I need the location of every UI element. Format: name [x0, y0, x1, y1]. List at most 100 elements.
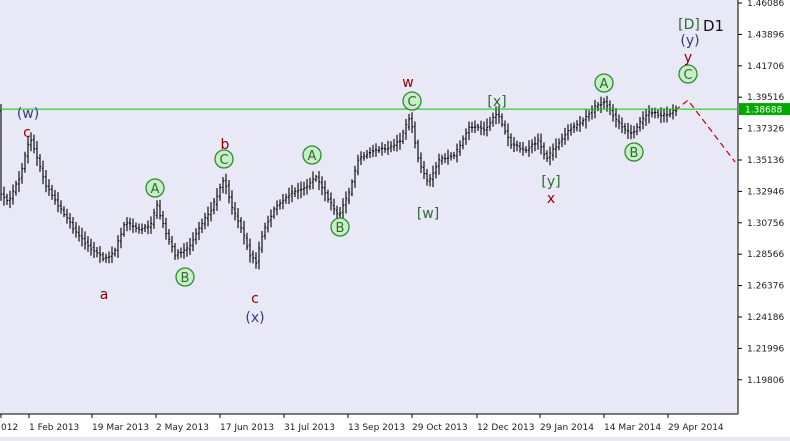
- ohlc-bar: [626, 122, 630, 139]
- ohlc-bar: [629, 124, 633, 140]
- ohlc-bar: [530, 139, 534, 154]
- wave-label: a: [100, 287, 109, 303]
- wave-label: B: [624, 142, 644, 162]
- ohlc-bar: [425, 169, 429, 186]
- wave-label-text: b: [221, 137, 230, 153]
- ohlc-bar: [0, 104, 3, 201]
- ohlc-bar: [269, 209, 273, 228]
- ohlc-bar: [284, 193, 288, 204]
- ohlc-bar: [500, 113, 504, 128]
- x-tick-label: 29 Apr 2014: [668, 423, 724, 433]
- ohlc-bar: [44, 169, 48, 193]
- ohlc-bar: [620, 117, 624, 134]
- ohlc-bar: [239, 217, 243, 233]
- ohlc-bar: [503, 120, 507, 135]
- wave-circle: [624, 142, 644, 162]
- ohlc-bar: [542, 142, 546, 160]
- ohlc-bar: [356, 154, 360, 176]
- x-tick-label: 2 May 2013: [156, 423, 209, 433]
- ohlc-bar: [365, 149, 369, 159]
- wave-circle: [678, 64, 698, 84]
- ohlc-bar: [575, 120, 579, 132]
- wave-label-text: [x]: [487, 94, 506, 110]
- ohlc-bar: [311, 171, 315, 190]
- ohlc-bar: [656, 109, 660, 119]
- ohlc-bar: [185, 241, 189, 257]
- ohlc-bar: [212, 197, 216, 215]
- ohlc-bar: [539, 133, 543, 155]
- y-tick-label: 1.32946: [747, 187, 784, 197]
- ohlc-bar: [122, 221, 126, 237]
- ohlc-bar: [275, 200, 279, 216]
- ohlc-bar: [395, 134, 399, 152]
- plot-area: [0, 0, 738, 414]
- wave-label: [y]: [541, 174, 560, 190]
- ohlc-bar: [38, 154, 42, 172]
- wave-label-text: x: [547, 191, 555, 207]
- wave-label-text: B: [336, 221, 345, 236]
- ohlc-bar: [287, 187, 291, 205]
- ohlc-bar: [524, 146, 528, 153]
- ohlc-bar: [584, 109, 588, 129]
- ohlc-bar: [203, 212, 207, 230]
- ohlc-bar: [383, 143, 387, 153]
- ohlc-bar: [92, 241, 96, 258]
- ohlc-bar: [386, 140, 390, 155]
- ohlc-bar: [128, 217, 132, 231]
- ohlc-bar: [533, 136, 537, 152]
- ohlc-bar: [341, 198, 345, 220]
- ohlc-bar: [230, 190, 234, 215]
- ohlc-bar: [257, 241, 261, 270]
- wave-circle: [175, 267, 195, 287]
- ohlc-bar: [266, 215, 270, 233]
- ohlc-bar: [68, 213, 72, 229]
- ohlc-bar: [305, 178, 309, 195]
- ohlc-bar: [215, 188, 219, 211]
- ohlc-bar: [392, 138, 396, 151]
- ohlc-bar: [14, 180, 18, 196]
- price-label-box: [739, 103, 790, 116]
- ohlc-bar: [110, 246, 114, 263]
- wave-label-text: B: [630, 146, 639, 161]
- ohlc-bar: [65, 208, 69, 224]
- ohlc-bar: [581, 117, 585, 127]
- current-price-line: 1.38688: [0, 103, 790, 116]
- x-tick-label: 012: [1, 423, 18, 433]
- ohlc-bar: [254, 252, 258, 269]
- ohlc-bar: [143, 223, 147, 233]
- ohlc-bar: [260, 231, 264, 254]
- ohlc-bar: [350, 179, 354, 197]
- wave-label: [x]: [487, 94, 506, 110]
- ohlc-bar: [464, 128, 468, 145]
- wave-label-text: w: [402, 75, 413, 91]
- ohlc-bar: [455, 143, 459, 163]
- wave-label: B: [330, 217, 350, 237]
- wave-circle: [214, 149, 234, 169]
- ohlc-bar: [191, 232, 195, 252]
- forecast-path: [674, 99, 736, 163]
- ohlc-bar: [20, 162, 24, 184]
- ohlc-bar: [293, 187, 297, 197]
- wave-label-text: A: [308, 149, 317, 164]
- ohlc-bar: [83, 231, 87, 250]
- ohlc-bar: [314, 174, 318, 182]
- ohlc-bar: [224, 173, 228, 195]
- ohlc-bar: [518, 142, 522, 153]
- ohlc-bar: [404, 118, 408, 140]
- ohlc-bar: [668, 108, 672, 118]
- ohlc-bar: [134, 222, 138, 233]
- ohlc-bar: [170, 235, 174, 253]
- wave-label-text: (y): [680, 33, 699, 49]
- wave-label: A: [302, 145, 322, 165]
- ohlc-bar: [113, 247, 117, 257]
- y-tick-label: 1.39516: [747, 93, 784, 103]
- wave-label: [D]: [678, 17, 700, 33]
- ohlc-bar: [560, 133, 564, 148]
- ohlc-bar: [473, 120, 477, 134]
- ohlc-bar: [527, 140, 531, 157]
- ohlc-bar: [470, 121, 474, 133]
- ohlc-bar: [326, 189, 330, 203]
- ohlc-bar: [413, 121, 417, 149]
- forecast-line: [674, 99, 736, 163]
- ohlc-bar: [659, 107, 663, 124]
